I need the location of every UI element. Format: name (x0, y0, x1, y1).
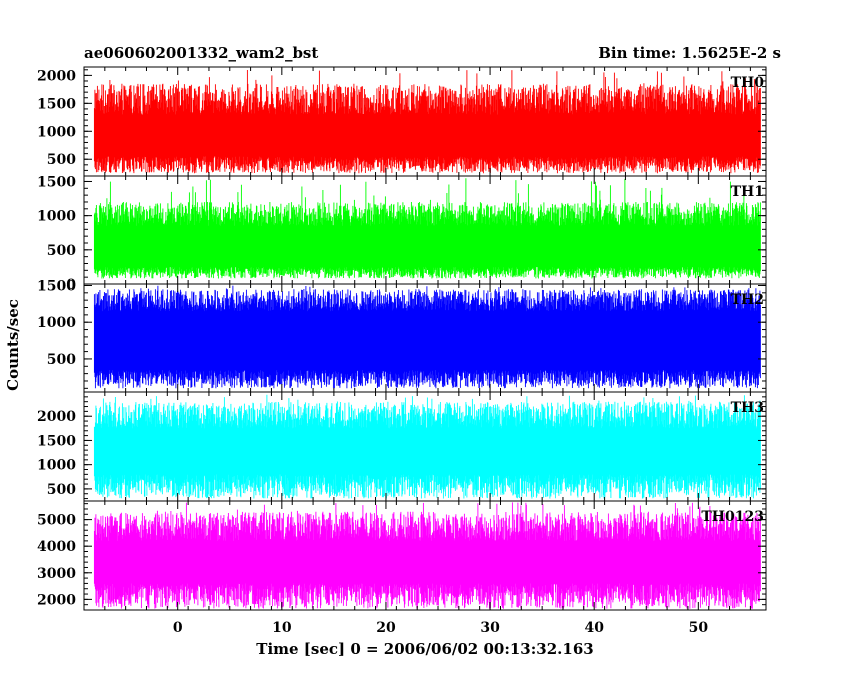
y-tick-label: 500 (47, 352, 76, 368)
channel-label-th1: TH1 (731, 184, 764, 200)
panel-th2: 500 1000 1500 TH2 (37, 278, 767, 393)
y-tick-label: 1000 (37, 315, 76, 331)
series-th2 (93, 285, 761, 389)
y-tick-label: 1500 (37, 96, 76, 112)
y-tick-label: 1000 (37, 458, 76, 474)
y-tick-label: 4000 (37, 539, 76, 555)
channel-label-th3: TH3 (731, 400, 764, 416)
series-th3 (93, 394, 761, 499)
x-axis-label: Time [sec] 0 = 2006/06/02 00:13:32.163 (256, 640, 593, 658)
x-tick-label: 20 (376, 620, 396, 636)
y-tick-label: 500 (47, 482, 76, 498)
y-tick-label: 2000 (37, 409, 76, 425)
y-tick-label: 1500 (37, 174, 76, 190)
series-th0123 (93, 502, 761, 609)
channel-label-th2: TH2 (731, 292, 764, 308)
y-tick-label: 0 (66, 277, 76, 293)
bin-time-label: Bin time: 1.5625E-2 s (598, 44, 781, 62)
x-tick-label: 0 (173, 620, 183, 636)
y-axis-label: Counts/sec (4, 299, 22, 391)
panel-th1: 0 500 1000 1500 TH1 (37, 174, 767, 293)
panel-th0123: 2000 3000 4000 5000 TH0123 (37, 500, 767, 611)
series-th0 (93, 70, 761, 174)
channel-label-th0123: TH0123 (701, 509, 764, 525)
panel-th0: 500 1000 1500 2000 TH0 (37, 66, 767, 177)
y-tick-label: 1500 (37, 433, 76, 449)
y-tick-label: 2000 (37, 68, 76, 84)
y-tick-label: 1000 (37, 209, 76, 225)
y-tick-label: 500 (47, 243, 76, 259)
y-tick-label: 2000 (37, 592, 76, 608)
y-tick-label: 500 (47, 152, 76, 168)
x-tick-label: 30 (480, 620, 500, 636)
plot-title: ae060602001332_wam2_bst (84, 44, 319, 62)
y-tick-label: 1500 (37, 278, 76, 294)
y-tick-label: 5000 (37, 513, 76, 529)
x-tick-label: 40 (584, 620, 604, 636)
y-tick-label: 1000 (37, 124, 76, 140)
x-tick-label: 10 (272, 620, 292, 636)
panel-th3: 500 1000 1500 2000 TH3 (37, 391, 767, 502)
panel-frame (83, 500, 767, 611)
x-tick-label: 50 (689, 620, 709, 636)
y-tick-label: 3000 (37, 566, 76, 582)
channel-label-th0: TH0 (731, 75, 765, 91)
series-th1 (93, 178, 761, 279)
